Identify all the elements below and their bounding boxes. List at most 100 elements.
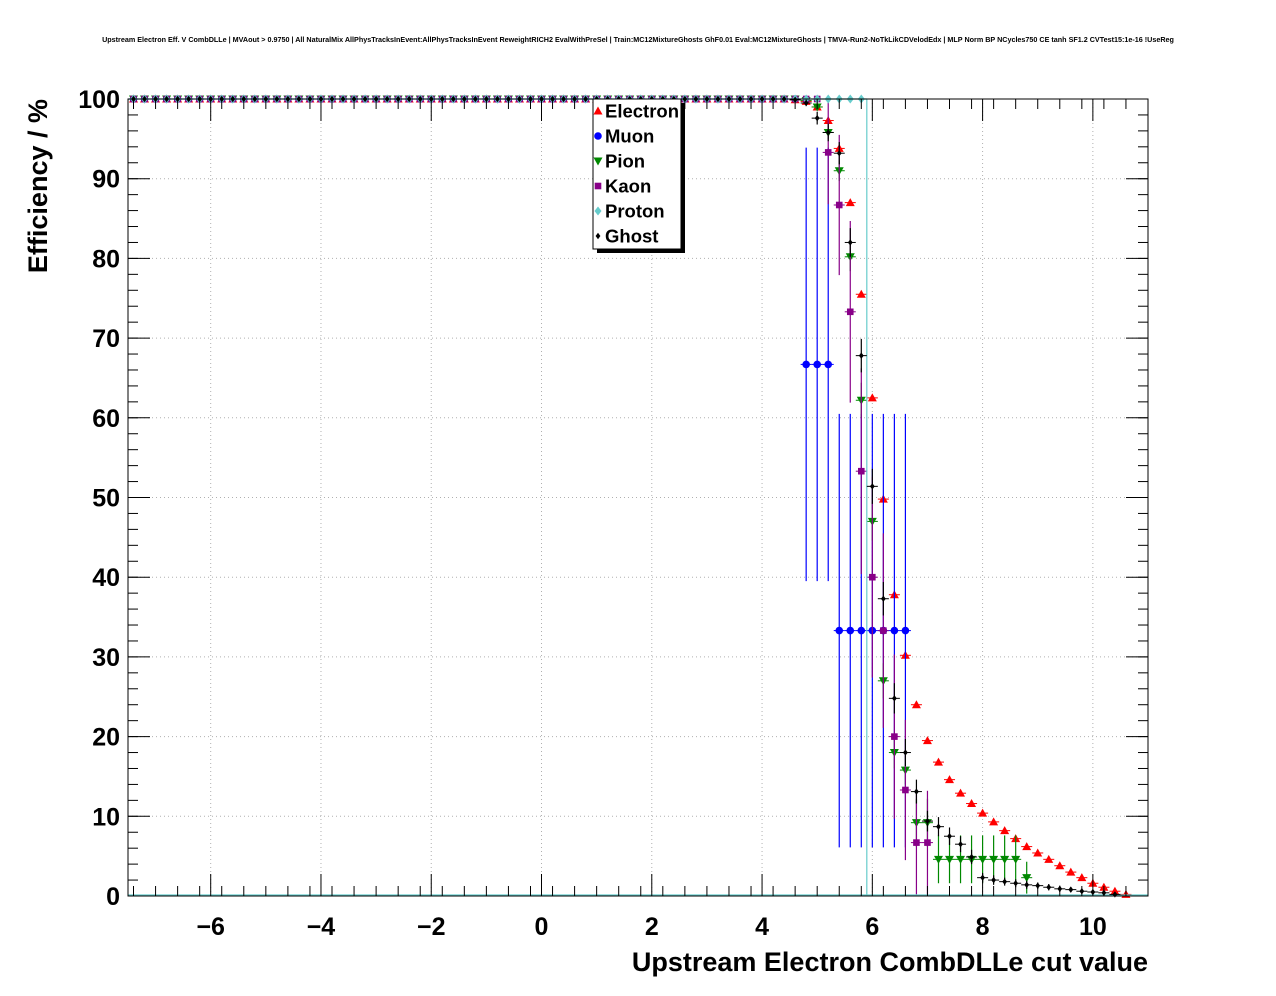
kaon-point: [835, 201, 843, 209]
kaon-point: [846, 308, 854, 316]
muon-point: [835, 626, 844, 635]
electron-point: [933, 757, 943, 766]
legend-label-ghost: Ghost: [605, 226, 658, 247]
ghost-point: [803, 99, 809, 107]
electron-point: [1077, 873, 1087, 882]
legend-label-proton: Proton: [605, 201, 665, 222]
pion-point: [978, 855, 988, 864]
ghost-point: [847, 239, 853, 246]
ghost-point: [858, 352, 864, 359]
y-tick-label: 50: [92, 485, 120, 513]
legend-marker-proton: [594, 206, 602, 216]
legend-item-pion: Pion: [593, 151, 645, 172]
legend: Electron Muon Pion Kaon Proton Ghost: [592, 98, 685, 253]
legend-label-pion: Pion: [605, 151, 645, 172]
y-tick-label: 40: [92, 564, 120, 592]
muon-point: [802, 360, 810, 369]
electron-point: [1033, 848, 1043, 857]
electron-point: [1022, 842, 1032, 851]
electron-point: [1055, 861, 1065, 870]
legend-label-electron: Electron: [605, 101, 679, 122]
legend-marker-ghost: [595, 232, 601, 240]
electron-point: [956, 788, 966, 797]
muon-point: [846, 626, 855, 635]
x-tick-label: 4: [755, 913, 769, 941]
ghost-point: [925, 817, 930, 825]
legend-marker-electron: [593, 106, 603, 115]
ghost-point: [947, 833, 952, 840]
y-tick-label: 0: [106, 883, 120, 911]
x-tick-label: −6: [196, 913, 225, 941]
ghost-point: [1068, 886, 1074, 893]
ghost-point: [914, 788, 919, 795]
legend-marker-pion: [593, 157, 603, 166]
y-tick-label: 90: [92, 166, 120, 194]
ghost-point: [903, 749, 908, 756]
y-axis-title: Efficiency / %: [23, 99, 53, 273]
y-tick-label: 80: [92, 245, 120, 273]
ghost-point: [969, 853, 974, 861]
kaon-point: [880, 627, 887, 634]
legend-item-muon: Muon: [594, 126, 654, 147]
muon-point: [824, 360, 833, 369]
y-tick-label: 20: [92, 724, 120, 752]
kaon-point: [913, 839, 920, 846]
x-tick-label: 2: [645, 913, 659, 941]
y-tick-label: 10: [92, 803, 120, 831]
pion-point: [945, 855, 955, 864]
ghost-point: [1024, 881, 1030, 889]
electron-point: [945, 775, 955, 784]
chart-title: Upstream Electron Eff. V CombDLLe | MVAo…: [102, 35, 1174, 44]
legend-item-ghost: Ghost: [595, 226, 658, 247]
electron-point: [867, 393, 877, 402]
x-tick-label: 10: [1079, 913, 1107, 941]
legend-box: [592, 98, 682, 250]
kaon-point: [824, 149, 832, 156]
y-tick-label: 100: [78, 86, 120, 114]
ghost-point: [825, 129, 831, 136]
legend-label-muon: Muon: [605, 126, 654, 147]
grid: [128, 98, 1148, 897]
pion-point: [1000, 855, 1010, 864]
kaon-point: [857, 467, 865, 475]
electron-point: [922, 736, 932, 745]
kaon-point: [869, 573, 876, 581]
electron-point: [989, 817, 999, 826]
pion-point: [1022, 874, 1032, 883]
electron-point: [1000, 826, 1010, 835]
electron-point: [978, 808, 988, 817]
legend-marker-kaon: [594, 182, 602, 190]
muon-point: [890, 626, 899, 635]
legend-item-electron: Electron: [593, 101, 679, 122]
y-tick-label: 70: [92, 325, 120, 353]
kaon-point: [924, 839, 931, 846]
legend-label-kaon: Kaon: [605, 176, 651, 197]
legend-item-kaon: Kaon: [594, 176, 651, 197]
ghost-point: [836, 149, 842, 157]
ghost-point: [880, 595, 886, 602]
muon-point: [813, 360, 821, 369]
ghost-point: [814, 114, 820, 122]
ghost-point: [1013, 880, 1019, 887]
electron-point: [967, 799, 977, 808]
legend-marker-muon: [594, 132, 602, 140]
electron-point: [911, 700, 921, 709]
muon-point: [857, 626, 866, 635]
x-tick-label: 0: [535, 913, 549, 941]
pion-point: [1011, 855, 1021, 864]
ghost-point: [1046, 884, 1052, 891]
x-tick-label: 6: [865, 913, 879, 941]
y-tick-label: 30: [92, 644, 120, 672]
electron-point: [1110, 886, 1120, 895]
kaon-point: [891, 733, 898, 740]
electron-point: [1066, 867, 1076, 876]
pion-point: [956, 855, 966, 864]
ghost-point: [891, 695, 897, 702]
electron-point: [845, 198, 855, 207]
ghost-point: [958, 840, 963, 848]
ghost-point: [936, 823, 941, 830]
x-tick-label: −2: [417, 913, 446, 941]
x-axis-title: Upstream Electron CombDLLe cut value: [632, 947, 1148, 977]
